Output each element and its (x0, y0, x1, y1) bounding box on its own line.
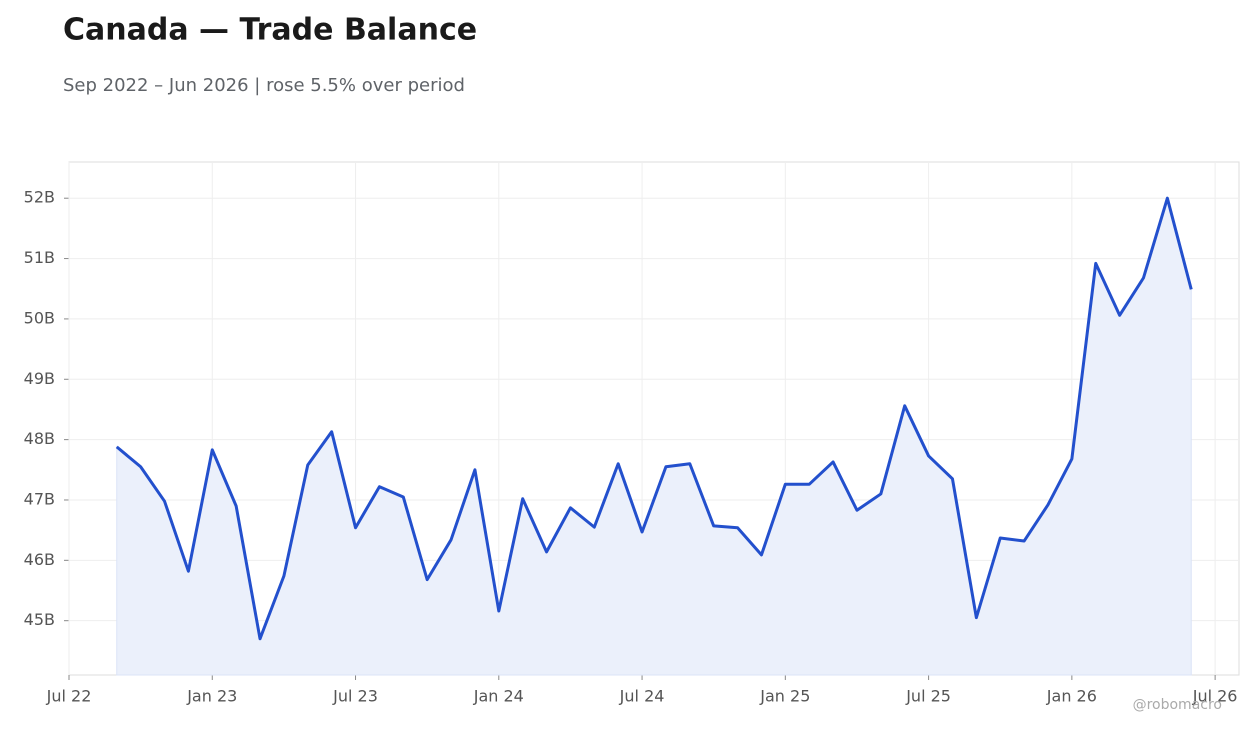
y-tick-label: 47B (24, 489, 55, 508)
x-tick-label: Jan 26 (1046, 687, 1097, 706)
y-tick-label: 49B (24, 369, 55, 388)
chart-subtitle: Sep 2022 – Jun 2026 | rose 5.5% over per… (63, 75, 465, 96)
x-tick-label: Jul 23 (332, 687, 378, 706)
x-tick-label: Jul 26 (1192, 687, 1238, 706)
area (116, 196, 1192, 676)
x-tick-label: Jul 22 (46, 687, 92, 706)
plot-area: 45B 46B 47B 48B 49B 50B 51B 52B Jul 22 Jan 23 Jul … (24, 162, 1239, 706)
x-tick-label: Jan 25 (759, 687, 810, 706)
y-tick-label: 46B (24, 550, 55, 569)
x-tick-label: Jul 24 (619, 687, 665, 706)
y-tick-label: 50B (24, 308, 55, 327)
y-tick-label: 45B (24, 610, 55, 629)
y-tick-label: 51B (24, 248, 55, 267)
watermark: @robomacro (1133, 697, 1222, 713)
y-tick-label: 48B (24, 429, 55, 448)
x-tick-label: Jul 25 (905, 687, 951, 706)
chart-title: Canada — Trade Balance (63, 13, 477, 48)
x-tick-label: Jan 24 (473, 687, 524, 706)
y-tick-label: 52B (24, 188, 55, 207)
x-tick-label: Jan 23 (186, 687, 237, 706)
line (115, 196, 1193, 641)
